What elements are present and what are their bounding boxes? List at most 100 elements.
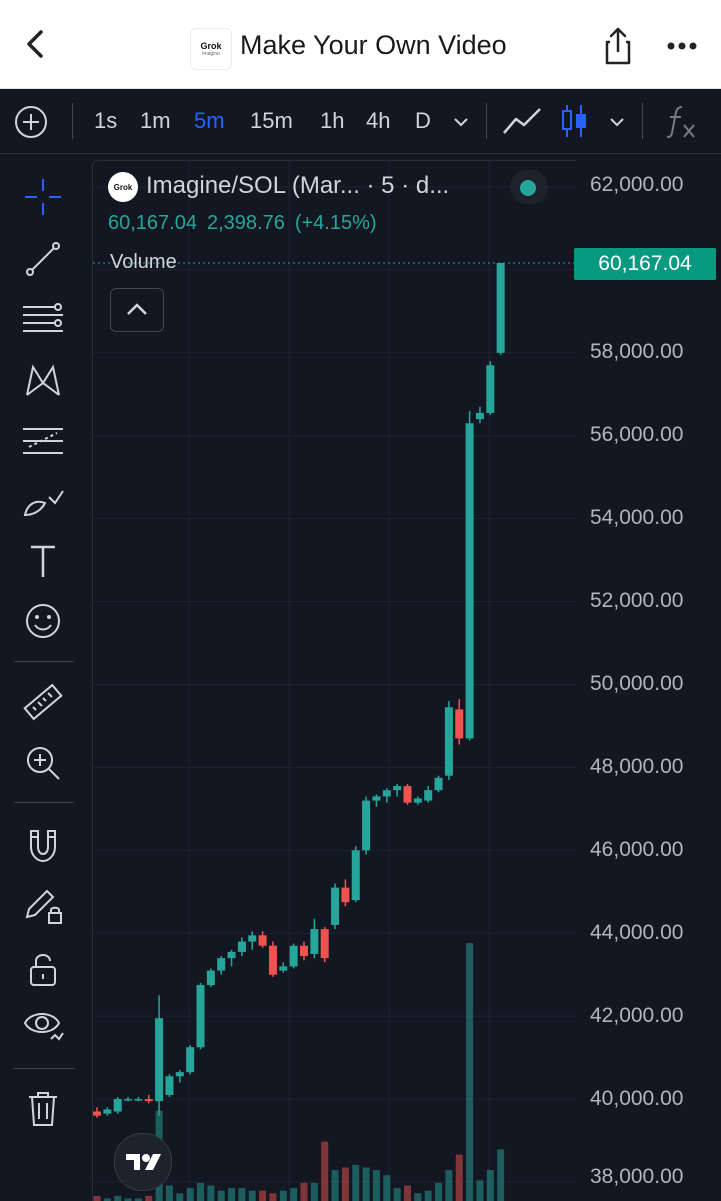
price-axis[interactable] [576,160,721,1200]
candle[interactable] [475,412,484,420]
candle[interactable] [248,935,257,942]
share-button[interactable] [600,26,636,66]
magnet-mode-button[interactable] [18,820,68,870]
interval-1h[interactable]: 1h [320,108,345,133]
hide-drawings-button[interactable] [18,1000,68,1050]
indicators-button[interactable] [664,103,698,144]
interval-dropdown[interactable] [452,113,470,136]
candle[interactable] [217,958,226,971]
line-chart-button[interactable] [502,105,542,142]
candle[interactable] [455,709,464,739]
chart-pane[interactable] [92,160,577,1201]
add-symbol-button[interactable] [14,105,48,144]
candle[interactable] [413,798,422,803]
candle[interactable] [289,945,298,967]
candle[interactable] [93,1111,101,1116]
back-button[interactable] [18,26,54,62]
volume-bar [310,1182,318,1201]
remove-drawings-button[interactable] [18,1084,68,1134]
brush-tool[interactable] [18,476,68,526]
candles-chart-button[interactable] [560,103,588,144]
candle[interactable] [103,1109,112,1114]
candle[interactable] [258,935,267,946]
interval-4h[interactable]: 4h [366,108,391,133]
volume-indicator-label[interactable]: Volume [110,251,177,273]
candlestick-chart[interactable] [93,161,577,1201]
candle[interactable] [372,796,381,801]
collapse-legend-button[interactable] [110,288,164,332]
interval-D[interactable]: D [415,108,431,133]
chevron-up-icon [127,303,147,315]
volume-bar [228,1188,236,1201]
fib-tool[interactable] [18,294,68,344]
candle[interactable] [310,929,319,954]
candle[interactable] [496,262,505,353]
candle[interactable] [237,941,246,952]
tradingview-logo[interactable] [114,1133,172,1191]
interval-5m[interactable]: 5m [194,108,225,133]
price-axis-label: 44,000.00 [590,921,684,944]
trend-line-tool[interactable] [18,234,68,284]
interval-1s[interactable]: 1s [94,108,118,133]
chart-type-dropdown[interactable] [608,113,626,136]
volume-bar [331,1170,339,1201]
last-price-tag: 60,167.04 [574,248,716,280]
candle[interactable] [186,1047,195,1073]
candle[interactable] [403,786,412,803]
candle[interactable] [465,423,474,739]
measure-tool[interactable] [18,678,68,728]
candle[interactable] [155,1018,164,1102]
interval-15m[interactable]: 15m [250,108,293,133]
candle[interactable] [393,786,402,791]
candle[interactable] [165,1076,174,1095]
volume-bar [445,1170,453,1201]
more-options-button[interactable] [664,34,700,58]
candle[interactable] [113,1099,122,1112]
candle[interactable] [300,945,308,957]
chart-toolbar: 1s 1m 5m 15m 1h 4h D [0,89,721,154]
candle[interactable] [486,365,495,413]
candle[interactable] [424,790,433,801]
candle[interactable] [341,887,350,903]
candle[interactable] [362,800,371,851]
symbol-title[interactable]: Imagine/SOL (Mar... · 5 · d... [146,172,450,199]
candle[interactable] [320,929,329,959]
text-tool[interactable] [18,536,68,586]
pattern-tool[interactable] [18,356,68,406]
price-axis-label: 42,000.00 [590,1004,684,1027]
candle[interactable] [134,1099,143,1101]
projection-tool[interactable] [18,416,68,466]
candle[interactable] [227,951,236,959]
candle[interactable] [434,777,443,791]
lock-drawing-button[interactable] [18,880,68,930]
candle[interactable] [279,966,288,971]
volume-bar [279,1190,287,1201]
logo-subtext: Imagine [202,51,220,57]
volume-bar [165,1185,173,1201]
candle[interactable] [444,707,453,776]
volume-bar [455,1154,463,1201]
volume-bar [290,1188,298,1201]
candle[interactable] [124,1099,133,1101]
crosshair-tool[interactable] [18,172,68,222]
function-fx-icon [666,106,695,138]
emoji-tool[interactable] [18,596,68,646]
volume-bar [372,1170,380,1201]
candle[interactable] [206,970,215,986]
zoom-tool[interactable] [18,738,68,788]
volume-bar [404,1185,411,1201]
share-icon [605,27,631,65]
candle[interactable] [196,985,205,1048]
candle[interactable] [175,1072,184,1077]
lock-all-button[interactable] [18,944,68,994]
volume-bar [393,1188,401,1201]
magnet-icon [30,830,56,863]
candle[interactable] [331,887,340,925]
pencil-lock-icon [25,889,62,924]
candle[interactable] [351,850,360,901]
text-icon [31,545,55,577]
candle[interactable] [144,1099,153,1102]
candle[interactable] [268,945,277,975]
candle[interactable] [382,790,391,797]
interval-1m[interactable]: 1m [140,108,171,133]
